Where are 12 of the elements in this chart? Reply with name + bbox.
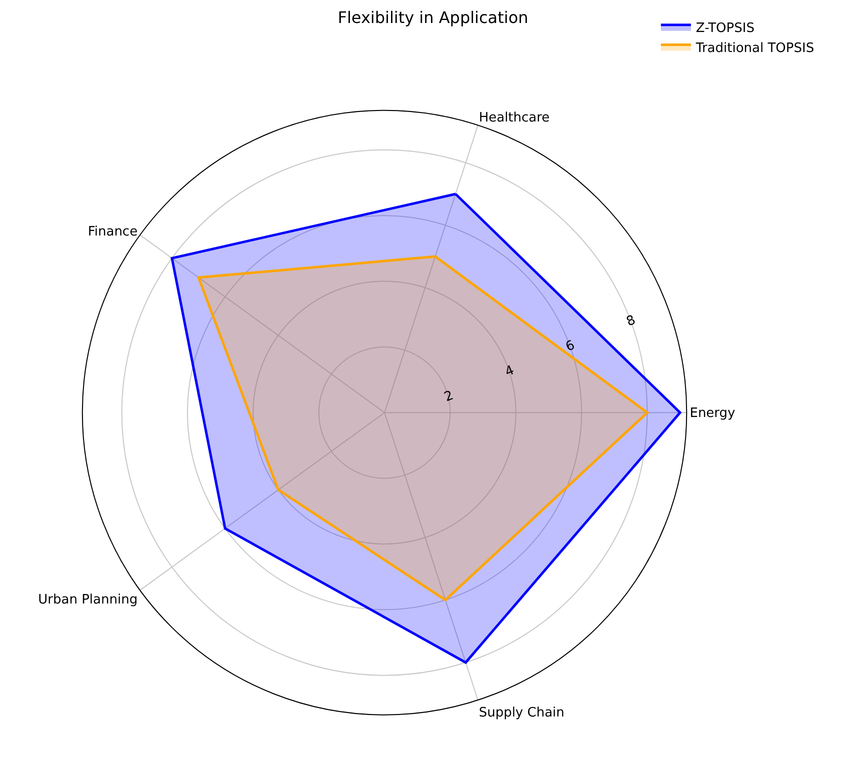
legend-label: Z-TOPSIS [696,20,754,36]
y-tick-label: 6 [564,338,578,355]
spoke-label: Supply Chain [478,706,564,721]
y-tick-label: 4 [503,363,516,380]
spoke-label: Healthcare [478,110,550,126]
y-tick-label: 8 [624,312,638,330]
spoke-label: Finance [88,224,138,240]
chart-title: Flexibility in Application [338,8,528,27]
legend-label: Traditional TOPSIS [694,40,814,56]
spoke-label: Energy [690,406,736,422]
spoke-label: Urban Planning [38,592,138,608]
y-tick-label: 2 [442,388,456,406]
